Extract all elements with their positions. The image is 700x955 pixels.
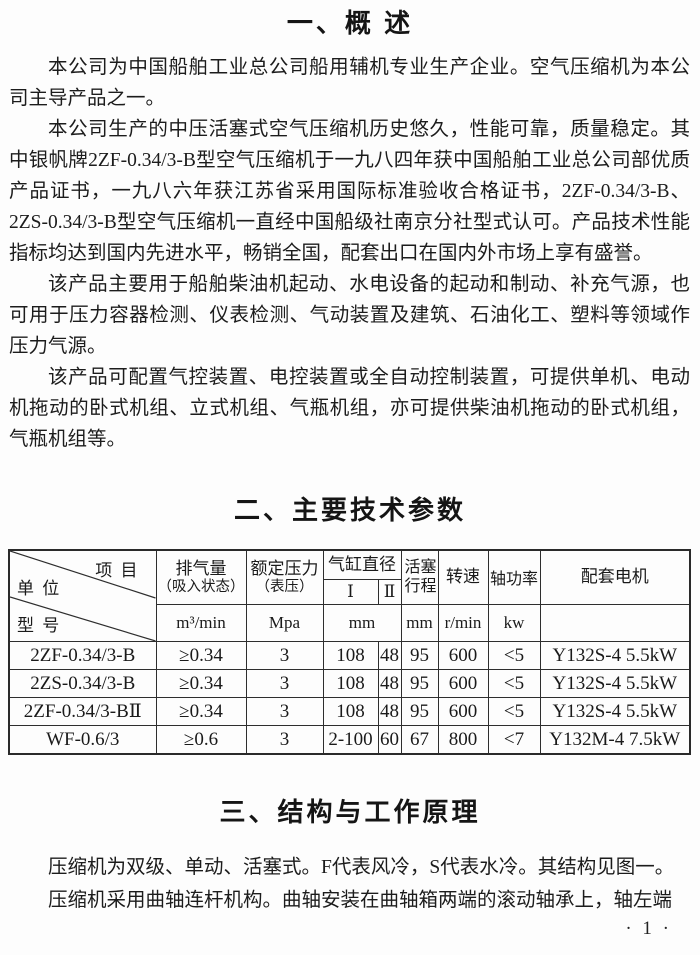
diagonal-lines-icon	[10, 551, 155, 641]
cell-power: <5	[487, 641, 541, 670]
col-header-pressure: 额定压力 （表压）	[245, 549, 324, 605]
cell-motor: Y132S-4 5.5kW	[539, 669, 691, 698]
cell-pressure: 3	[245, 725, 324, 755]
col-header-speed: 转速	[437, 549, 489, 605]
col-header-cylinder-2: Ⅱ	[377, 579, 402, 605]
cell-model: WF-0.6/3	[8, 725, 157, 755]
cell-model: 2ZS-0.34/3-B	[8, 669, 157, 698]
unit-stroke: mm	[400, 603, 439, 643]
paragraph: 压缩机为双级、单动、活塞式。F代表风冷，S代表水冷。其结构见图一。	[48, 857, 675, 878]
cell-motor: Y132S-4 5.5kW	[539, 697, 691, 726]
unit-power: kw	[487, 603, 541, 643]
section-3-title: 三、结构与工作原理	[219, 797, 481, 827]
cell-speed: 600	[437, 669, 489, 698]
cell-d1: 108	[322, 697, 379, 726]
corner-label-model: 型 号	[17, 616, 62, 635]
units-row: m³/min Mpa mm mm r/min kw	[9, 603, 691, 643]
cell-motor: Y132M-4 7.5kW	[539, 725, 691, 755]
col-header-power: 轴功率	[487, 549, 541, 605]
cell-speed: 600	[437, 697, 489, 726]
table-row: 2ZF-0.34/3-B ≥0.34 3 108 48 95 600 <5 Y1…	[8, 641, 691, 670]
cell-pressure: 3	[245, 641, 324, 670]
section-1-title: 一、概 述	[286, 8, 414, 38]
page-number: · 1 ·	[625, 918, 672, 939]
cell-displacement: ≥0.34	[155, 697, 247, 726]
corner-cell: 项 目 单 位 型 号	[8, 549, 157, 642]
unit-motor-empty	[539, 603, 691, 643]
table-row: 2ZF-0.34/3-BⅡ ≥0.34 3 108 48 95 600 <5 Y…	[8, 697, 691, 726]
cell-power: <7	[487, 725, 541, 755]
cell-d2: 48	[377, 641, 402, 670]
cell-d1: 108	[322, 669, 379, 698]
corner-label-item: 项 目	[95, 561, 140, 580]
cell-d2: 60	[377, 725, 402, 755]
paragraph: 压缩机采用曲轴连杆机构。曲轴安装在曲轴箱两端的滚动轴承上，轴左端	[48, 890, 673, 911]
cell-model: 2ZF-0.34/3-B	[8, 641, 157, 670]
unit-pressure: Mpa	[245, 603, 324, 643]
table-row: 2ZS-0.34/3-B ≥0.34 3 108 48 95 600 <5 Y1…	[8, 669, 691, 698]
section-2-title: 二、主要技术参数	[233, 495, 466, 525]
cell-speed: 800	[437, 725, 489, 755]
paragraph: 本公司为中国船舶工业总公司船用辅机专业生产企业。空气压缩机为本公司主导产品之一。	[9, 57, 690, 109]
col-header-motor: 配套电机	[539, 549, 691, 605]
unit-displacement: m³/min	[155, 603, 247, 643]
col-header-cylinder: 气缸直径	[322, 549, 402, 581]
paragraph: 该产品可配置气控装置、电控装置或全自动控制装置，可提供单机、电动机拖动的卧式机组…	[9, 367, 690, 450]
col-header-stroke: 活塞行程	[400, 549, 439, 605]
cell-d1: 108	[322, 641, 379, 670]
cell-model: 2ZF-0.34/3-BⅡ	[8, 697, 157, 726]
spec-table: 项 目 单 位 型 号 排气量 （吸入状态） 额定压力 （表压） 气缸直径 活塞…	[8, 549, 691, 755]
cell-displacement: ≥0.34	[155, 669, 247, 698]
col-header-displacement: 排气量 （吸入状态）	[155, 549, 247, 605]
corner-label-unit: 单 位	[17, 579, 62, 598]
cell-speed: 600	[437, 641, 489, 670]
paragraph: 本公司生产的中压活塞式空气压缩机历史悠久，性能可靠，质量稳定。其中银帆牌2ZF-…	[9, 119, 690, 264]
cell-power: <5	[487, 669, 541, 698]
cell-stroke: 95	[400, 641, 439, 670]
section-3-body: 压缩机为双级、单动、活塞式。F代表风冷，S代表水冷。其结构见图一。 压缩机采用曲…	[0, 851, 700, 917]
unit-speed: r/min	[437, 603, 489, 643]
cell-d1: 2-100	[322, 725, 379, 755]
paragraph: 该产品主要用于船舶柴油机起动、水电设备的起动和制动、补充气源，也可用于压力容器检…	[9, 274, 690, 357]
header-row-2: Ⅰ Ⅱ	[9, 579, 690, 605]
unit-cylinder: mm	[322, 603, 402, 643]
cell-d2: 48	[377, 697, 402, 726]
section-1-body: 本公司为中国船舶工业总公司船用辅机专业生产企业。空气压缩机为本公司主导产品之一。…	[0, 52, 700, 455]
header-row-1: 项 目 单 位 型 号 排气量 （吸入状态） 额定压力 （表压） 气缸直径 活塞…	[8, 549, 691, 642]
cell-displacement: ≥0.34	[155, 641, 247, 670]
cell-pressure: 3	[245, 669, 324, 698]
cell-power: <5	[487, 697, 541, 726]
cell-pressure: 3	[245, 697, 324, 726]
cell-stroke: 67	[400, 725, 439, 755]
cell-displacement: ≥0.6	[155, 725, 247, 755]
col-header-cylinder-1: Ⅰ	[322, 579, 379, 605]
cell-stroke: 95	[400, 697, 439, 726]
cell-motor: Y132S-4 5.5kW	[539, 641, 691, 670]
table-row: WF-0.6/3 ≥0.6 3 2-100 60 67 800 <7 Y132M…	[8, 725, 691, 755]
cell-stroke: 95	[400, 669, 439, 698]
cell-d2: 48	[377, 669, 402, 698]
